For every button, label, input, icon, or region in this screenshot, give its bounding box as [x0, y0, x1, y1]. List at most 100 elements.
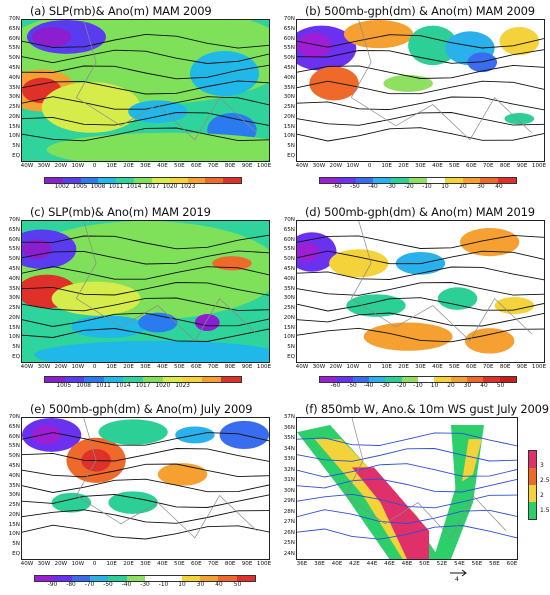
latitude-tick-label: 15N [283, 324, 295, 331]
longitude-tick-label: 60E [190, 364, 202, 370]
longitude-tick-label: 30W [37, 364, 51, 370]
colorbar-label: 50 [496, 383, 505, 389]
longitude-tick-label: 30E [415, 364, 426, 370]
colorbar-label: -40 [363, 383, 374, 389]
latitude-tick-label: EQ [287, 354, 295, 360]
latitude-tick-label: 26N [283, 529, 295, 536]
latitude-tick-label: 65N [8, 25, 20, 32]
latitude-tick-label: 45N [8, 462, 20, 469]
latitude-tick-label: 20N [8, 314, 20, 321]
colorbar-swatch [181, 576, 200, 581]
colorbar-label: 1011 [96, 383, 111, 389]
colorbar-swatch [426, 178, 445, 183]
latitude-tick-label: 5N [12, 541, 20, 548]
colorbar-swatch [116, 178, 135, 183]
latitude-tick-label: 35N [283, 435, 295, 442]
shaded-anomaly-region [31, 27, 72, 47]
latitude-tick-label: 15N [8, 123, 20, 130]
contour-line [22, 234, 269, 250]
colorbar-swatch [498, 178, 516, 183]
latitude-tick-label: 50N [8, 55, 20, 62]
colorbar-swatch [373, 178, 392, 183]
panel-a: (a) SLP(mb)& Ano(m) MAM 2009 70N 65N 60N 55N… [4, 4, 271, 169]
colorbar-swatch [199, 576, 219, 581]
colorbar-swatch [480, 178, 499, 183]
latitude-tick-label: 15N [8, 324, 20, 331]
longitude-tick-label: 80E [499, 163, 511, 169]
latitude-tick-label: 10N [283, 334, 295, 341]
contour-line [22, 297, 269, 312]
colorbar-label: 1011 [108, 184, 124, 190]
longitude-tick-label: 52E [436, 561, 448, 567]
longitude-tick-label: 40E [157, 364, 168, 370]
coastline [350, 221, 532, 342]
panel-d: (d) 500mb-gph(dm) & Ano(m) MAM 2019 70N 65… [279, 205, 546, 370]
gust-colorbar-label: 1.5 [540, 507, 550, 514]
contour-line [297, 96, 544, 111]
latitude-tick-label: 65N [283, 25, 295, 32]
longitude-tick-label: 50E [449, 364, 460, 370]
latitude-tick-label: 10N [8, 334, 20, 341]
colorbar-swatch [450, 377, 467, 382]
colorbar-swatch [80, 178, 99, 183]
map-frame [296, 19, 545, 162]
colorbar-label: 1017 [144, 184, 160, 190]
latitude-tick-label: 70N [283, 16, 295, 22]
colorbar-swatch [401, 377, 418, 382]
latitude-tick-label: 50N [8, 256, 20, 263]
colorbar-swatch [337, 178, 356, 183]
colorbar-label: -40 [121, 582, 132, 588]
colorbar-label: 1017 [135, 383, 151, 389]
longitude-tick-label: 10E [106, 364, 117, 370]
colorbar-label: -10 [422, 184, 432, 190]
latitude-tick-label: 30N [283, 487, 295, 494]
latitude-tick-label: 37N [283, 414, 295, 420]
gust-colorbar [528, 450, 537, 520]
longitude-tick-label: 80E [224, 163, 236, 169]
longitude-tick-label: 40W [20, 364, 34, 370]
contour-line [22, 96, 269, 110]
shaded-anomaly-region [51, 281, 141, 316]
colorbar-swatch [151, 178, 170, 183]
shaded-anomaly-region [108, 491, 158, 514]
colorbar-swatch [529, 502, 536, 519]
colorbar-swatch [205, 178, 224, 183]
shaded-anomaly-region [71, 315, 146, 339]
contour-line [297, 234, 544, 249]
colorbar-swatch [336, 377, 353, 382]
coastline [344, 418, 507, 539]
shaded-anomaly-region [212, 256, 252, 271]
contour-line [297, 463, 517, 478]
longitude-tick-label: 100E [256, 364, 272, 370]
colorbar-label: 10 [441, 184, 449, 190]
shaded-anomaly-region [297, 32, 332, 59]
colorbar-swatch [223, 178, 241, 183]
map-field [22, 221, 269, 362]
longitude-tick-label: 70E [207, 364, 219, 370]
colorbar-swatch [134, 178, 152, 183]
contour-line [297, 266, 544, 281]
shaded-anomaly-region [309, 66, 359, 101]
colorbar-label: -30 [140, 582, 150, 588]
latitude-tick-label: 35N [8, 285, 20, 292]
longitude-tick-label: 100E [531, 163, 547, 169]
contour-line [22, 432, 269, 446]
colorbar-swatch [35, 576, 54, 581]
colorbar-label: -30 [386, 184, 396, 190]
latitude-tick-label: 10N [8, 133, 20, 140]
contour-line [297, 127, 544, 142]
colorbar-swatch [221, 377, 241, 382]
latitude-tick-label: 30N [8, 94, 20, 101]
contour-line [297, 525, 517, 540]
gust-colorbar-label: 3 [540, 462, 544, 469]
colorbar-swatch [201, 377, 222, 382]
panel-title: (b) 500mb-gph(dm) & Ano(m) MAM 2009 [305, 4, 535, 18]
latitude-tick-label: 15N [283, 123, 295, 130]
latitude-tick-label: 50N [283, 55, 295, 62]
colorbar-swatch [45, 377, 65, 382]
contour-line [22, 250, 269, 265]
latitude-tick-label: 25N [8, 502, 20, 509]
colorbar-swatch [64, 377, 85, 382]
latitude-tick-label: 45N [283, 265, 295, 272]
longitude-tick-label: 70E [482, 364, 494, 370]
